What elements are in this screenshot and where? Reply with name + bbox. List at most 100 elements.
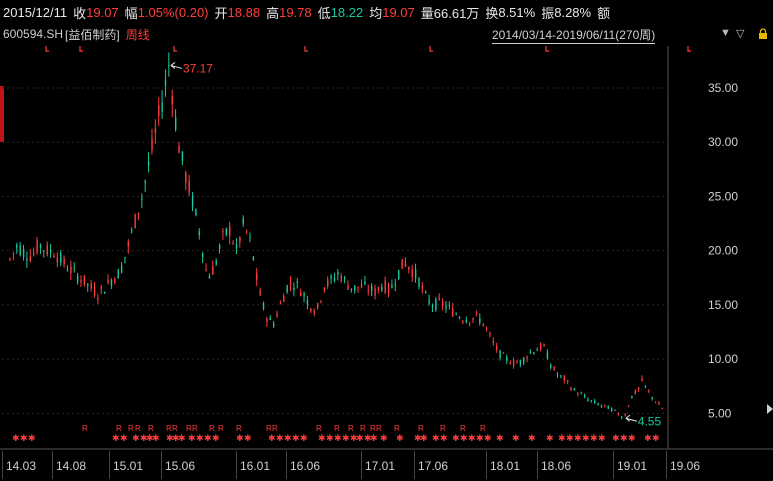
event-markers: ✱ ✱ ✱ ✱ ✱ ✱ ✱✱✱ ✱✱✱ ✱ ✱ ✱ ✱ ✱ ✱ ✱ ✱ ✱ ✱ ✱ ✱ ✱ ✱ ✱ ✱✱ ✱✱ ✱ ✱ ✱✱ ✱ ✱ ✱ ✱ ✱…	[12, 46, 691, 444]
chevron-down-icon[interactable]: ▼	[720, 27, 731, 39]
candle-body	[556, 374, 559, 376]
event-marker: ✱	[284, 434, 292, 444]
candle-body	[9, 258, 11, 260]
candle-body	[300, 292, 302, 296]
candle-body	[428, 299, 430, 304]
lock-icon[interactable]	[757, 28, 769, 40]
candle-body	[448, 305, 451, 307]
candle-body	[627, 405, 630, 407]
candle-body	[638, 387, 640, 390]
candle-body	[452, 308, 454, 317]
candle-body	[408, 266, 410, 270]
candle-body	[509, 363, 511, 365]
candle-body	[303, 293, 305, 297]
top-marker	[45, 46, 49, 52]
stock-code: 600594.SH	[3, 27, 64, 41]
candle-body	[506, 356, 508, 361]
candle-body	[252, 256, 255, 260]
date-range-selector[interactable]: 2014/03/14-2019/06/11(270周)	[492, 28, 656, 44]
candle-body	[641, 378, 643, 382]
candle-body	[168, 64, 170, 67]
event-marker: ✱	[342, 434, 350, 444]
candle-body	[472, 318, 474, 321]
close-value: 19.07	[86, 4, 119, 20]
event-marker: ✱	[628, 434, 636, 444]
candle-body	[323, 287, 326, 291]
candle-body	[66, 270, 69, 272]
rights-marker: R	[316, 424, 322, 433]
candle-body	[590, 400, 593, 402]
candle-body	[147, 161, 150, 166]
turnover-label: 换	[485, 5, 499, 21]
rights-marker: R	[348, 424, 354, 433]
rights-marker: R	[128, 424, 134, 433]
candle-body	[421, 285, 424, 289]
close-label: 收	[73, 5, 87, 21]
event-marker: ✱	[178, 434, 186, 444]
candle-body	[131, 229, 133, 231]
amplitude-value: 8.28%	[554, 4, 592, 20]
y-tick-label: 30.00	[708, 135, 738, 149]
rights-marker: R	[148, 424, 154, 433]
x-tick-label: 15.01	[113, 459, 144, 473]
candle-body	[553, 366, 555, 371]
candle-body	[296, 281, 299, 283]
candle-body	[381, 286, 383, 291]
candle-body	[458, 317, 461, 319]
candle-body	[340, 275, 343, 282]
triangle-down-icon[interactable]: ▽	[736, 28, 745, 40]
candle-body	[327, 279, 329, 286]
candle-body	[242, 218, 244, 225]
top-marker	[687, 46, 691, 52]
period-label[interactable]: 周线	[125, 27, 150, 42]
candle-body	[87, 283, 89, 286]
candle-body	[475, 312, 478, 314]
x-tick-label: 15.06	[165, 459, 196, 473]
candle-body	[93, 287, 96, 296]
scroll-right-icon[interactable]	[767, 404, 773, 414]
event-marker: ✱	[420, 434, 428, 444]
event-marker: ✱	[590, 434, 598, 444]
x-tick-label: 14.03	[6, 459, 37, 473]
rights-marker: R	[370, 424, 376, 433]
candle-body	[235, 244, 238, 249]
candle-body	[377, 287, 380, 291]
candle-body	[387, 283, 390, 293]
rights-marker: R	[82, 424, 88, 433]
candle-body	[604, 404, 606, 406]
amount-label: 额	[597, 5, 611, 21]
event-marker: ✱	[364, 434, 372, 444]
candle-body	[289, 282, 292, 286]
candle-body	[624, 414, 626, 416]
candle-body	[496, 345, 498, 350]
event-marker: ✱	[172, 434, 180, 444]
candle-body	[225, 228, 228, 235]
candle-body	[516, 362, 518, 364]
turnover-value: 8.51%	[498, 4, 536, 20]
event-marker: ✱	[292, 434, 300, 444]
candle-body	[107, 279, 109, 284]
candle-body	[614, 409, 616, 411]
candle-body	[171, 95, 174, 105]
event-marker: ✱	[152, 434, 160, 444]
candle-body	[198, 231, 201, 236]
event-marker: ✱	[28, 434, 36, 444]
candle-body	[46, 244, 48, 255]
x-tick-label: 16.01	[240, 459, 271, 473]
candle-body	[350, 288, 353, 290]
event-marker: ✱	[140, 434, 148, 444]
event-marker: ✱	[598, 434, 606, 444]
candle-body	[485, 327, 488, 329]
event-marker: ✱	[334, 434, 342, 444]
candle-body	[249, 236, 251, 238]
candle-body	[191, 195, 194, 208]
x-tick-separator	[236, 451, 237, 479]
event-marker: ✱	[112, 434, 120, 444]
candle-body	[523, 357, 525, 363]
candle-body	[536, 349, 539, 351]
candle-body	[245, 230, 248, 232]
volume-label: 量	[420, 5, 434, 21]
candle-body	[469, 322, 471, 324]
candle-body	[114, 278, 116, 283]
